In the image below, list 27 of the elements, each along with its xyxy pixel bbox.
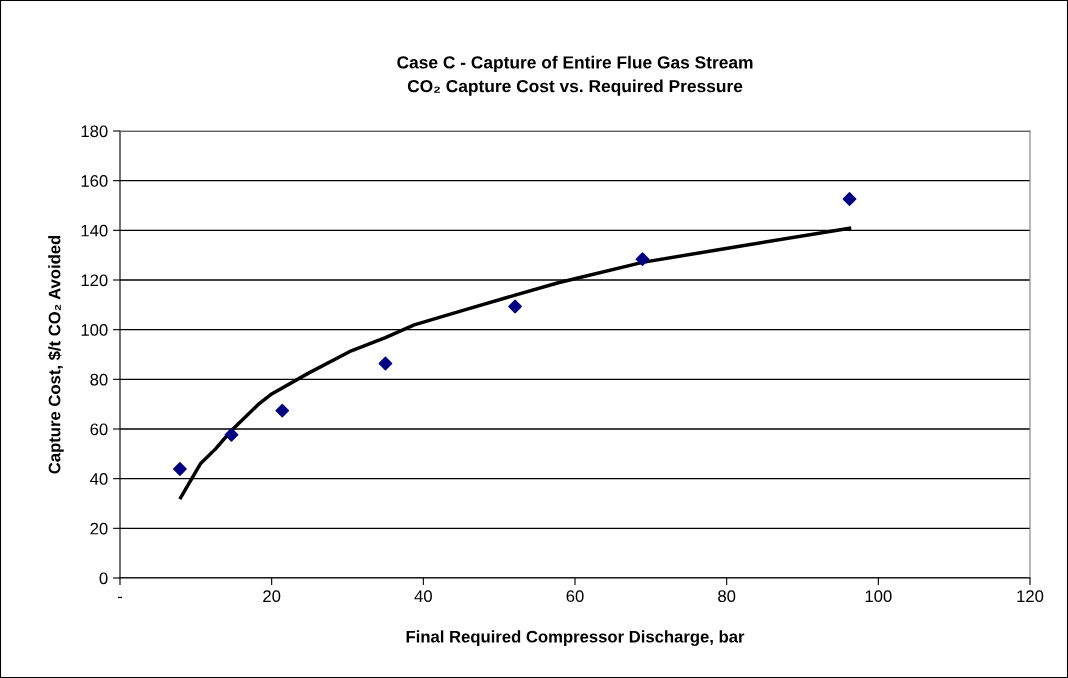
x-tick-label: 120 bbox=[1017, 590, 1044, 603]
y-tick-label: 100 bbox=[81, 324, 108, 336]
y-tick-label: 0 bbox=[99, 572, 108, 585]
y-tick-label: 60 bbox=[90, 423, 108, 436]
y-tick-label: 120 bbox=[81, 274, 108, 287]
y-tick-label: 40 bbox=[90, 473, 108, 485]
point bbox=[842, 192, 857, 206]
y-tick-label: 20 bbox=[90, 522, 108, 535]
x-tick-label: 60 bbox=[566, 590, 584, 603]
x-tick-label: 100 bbox=[865, 590, 892, 603]
point bbox=[635, 252, 650, 267]
point bbox=[508, 299, 522, 314]
x-axis-title: Final Required Compressor Discharge, bar bbox=[406, 630, 745, 646]
x-tick-label: 80 bbox=[718, 590, 736, 603]
y-axis-title: Capture Cost, $/t CO₂ Avoided bbox=[47, 235, 64, 474]
point bbox=[224, 427, 239, 442]
x-tick-label: 40 bbox=[414, 590, 432, 603]
point bbox=[173, 462, 187, 476]
y-tick-label: 160 bbox=[81, 175, 108, 187]
point bbox=[378, 356, 393, 371]
x-tick-label: 20 bbox=[263, 590, 281, 603]
y-tick-label: 80 bbox=[90, 373, 108, 386]
x-tick-label: - bbox=[117, 596, 123, 599]
y-tick-label: 180 bbox=[81, 125, 108, 138]
point bbox=[275, 403, 290, 418]
y-tick-label: 140 bbox=[81, 224, 108, 237]
chart-title: Case C - Capture of Entire Flue Gas Stream CO₂ Capture Cost vs. Required Pressure bbox=[397, 55, 753, 96]
